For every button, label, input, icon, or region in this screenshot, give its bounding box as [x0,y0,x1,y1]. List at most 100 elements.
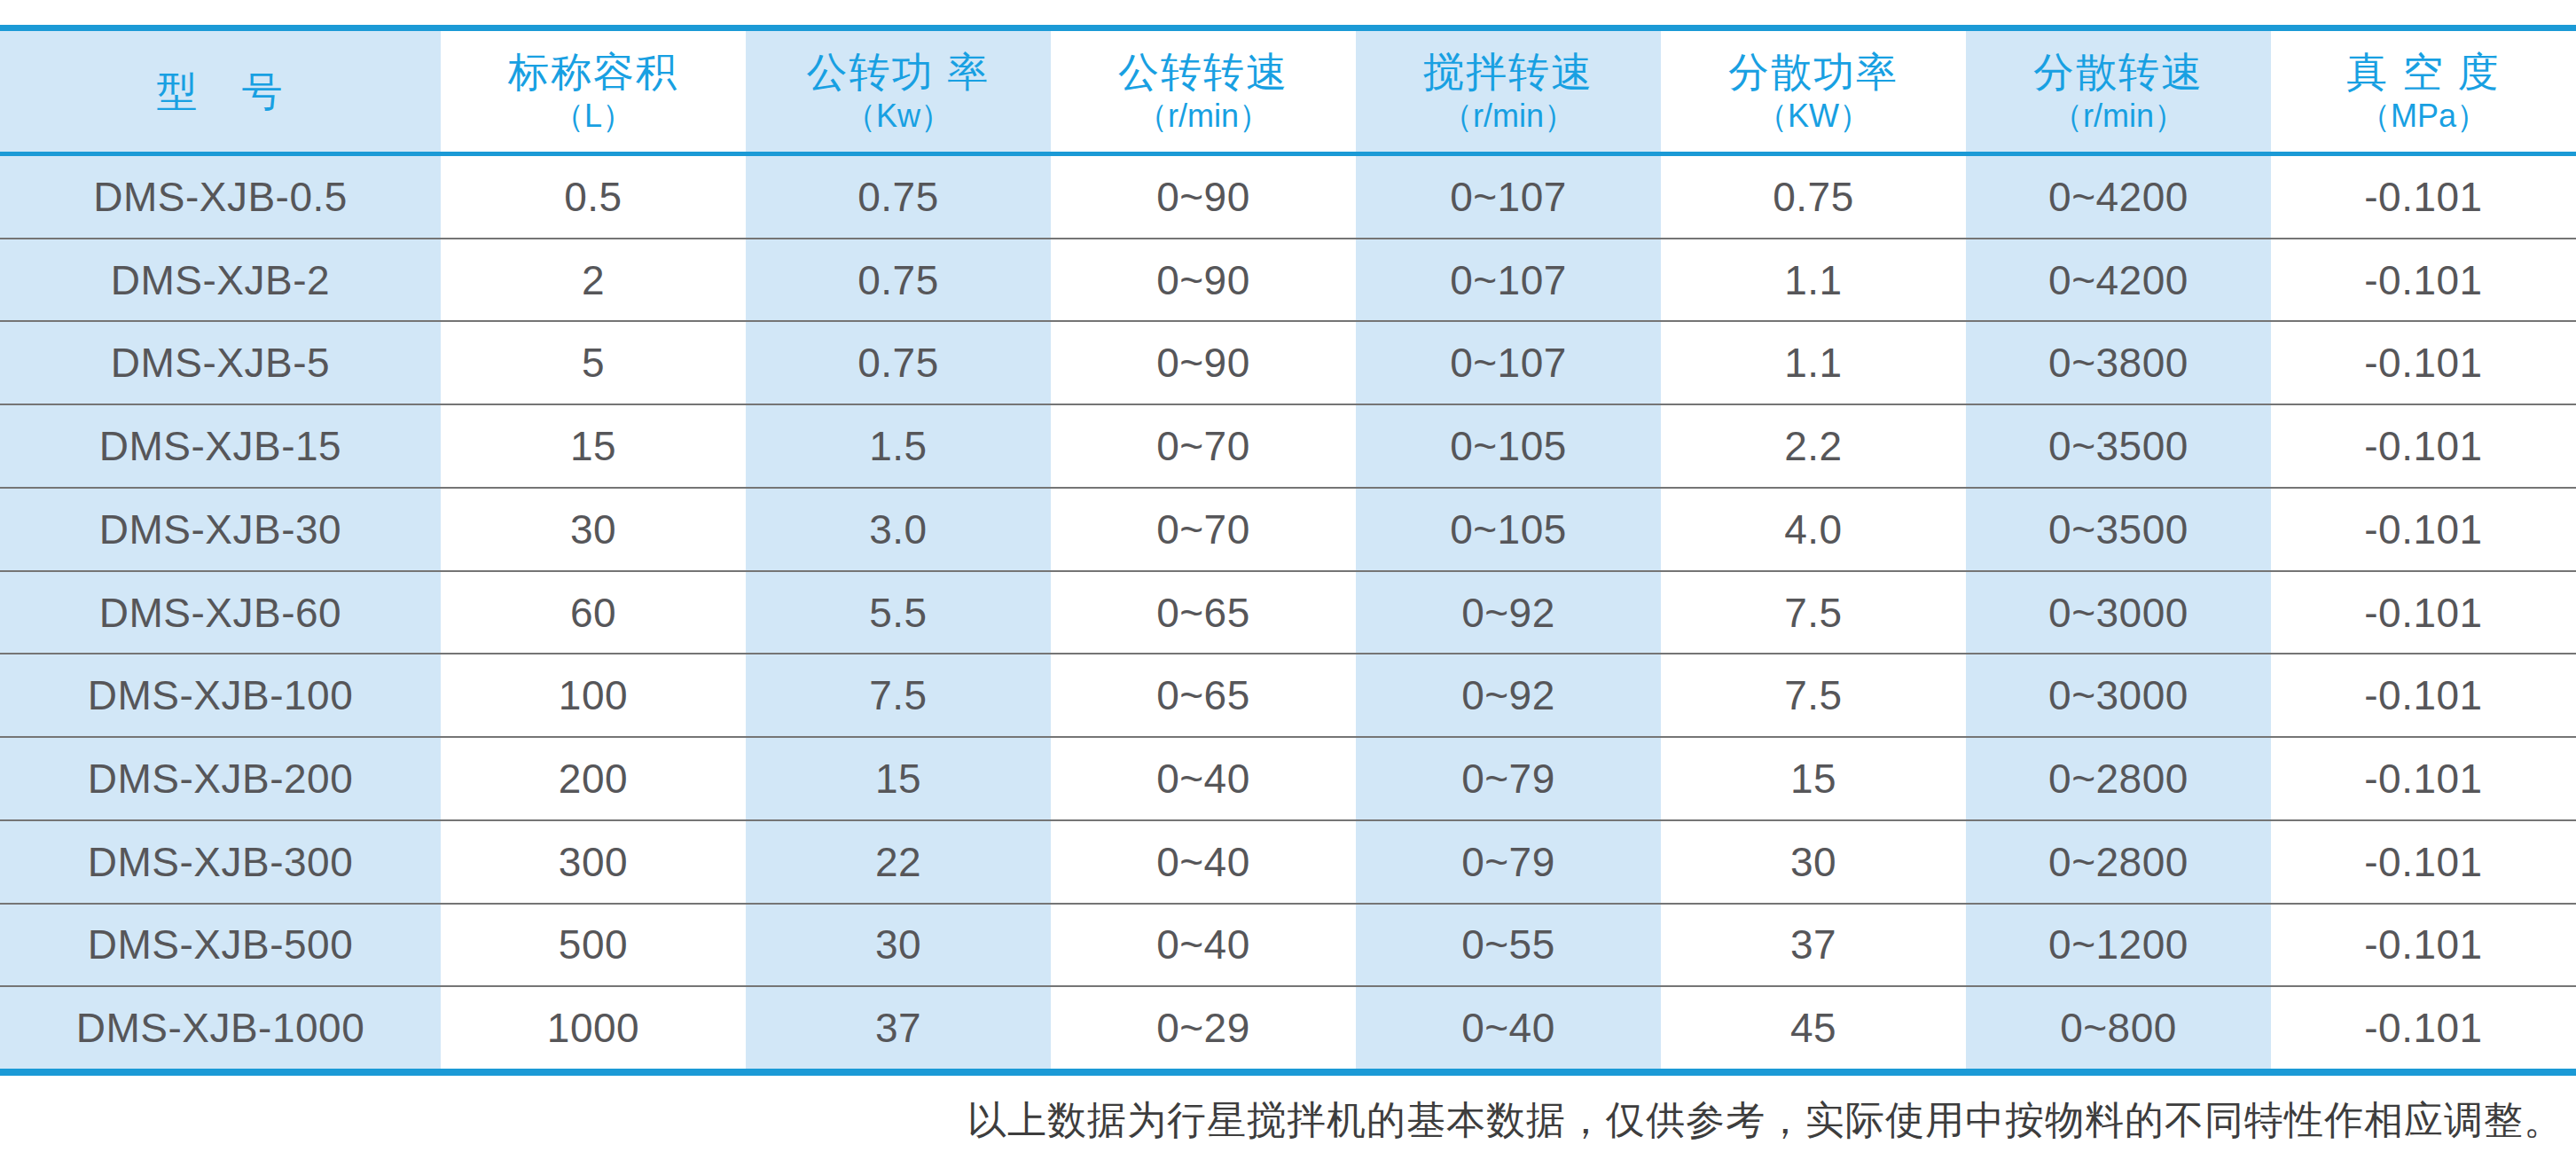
value-cell-dispersal-power: 7.5 [1661,654,1966,736]
header-sub-label: （KW） [1756,100,1871,132]
value-cell-dispersal-power: 2.2 [1661,405,1966,487]
table-row: DMS-XJB-500500300~400~55370~1200-0.101 [0,903,2576,986]
value-cell-rev-power: 30 [746,905,1051,986]
value-cell-dispersal-speed: 0~4200 [1966,239,2271,321]
value-cell-vacuum: -0.101 [2271,322,2576,404]
value-cell-stir-speed: 0~92 [1356,572,1661,654]
value-cell-stir-speed: 0~40 [1356,987,1661,1069]
value-cell-rev-power: 7.5 [746,654,1051,736]
value-cell-rev-power: 37 [746,987,1051,1069]
value-cell-dispersal-power: 37 [1661,905,1966,986]
value-cell-rev-speed: 0~90 [1051,156,1356,238]
table-row: DMS-XJB-220.750~900~1071.10~4200-0.101 [0,238,2576,321]
header-sub-label: （r/min） [1136,100,1271,132]
value-cell-vacuum: -0.101 [2271,405,2576,487]
value-cell-capacity: 2 [441,239,746,321]
value-cell-capacity: 100 [441,654,746,736]
model-cell: DMS-XJB-5 [0,322,441,404]
table-row: DMS-XJB-300300220~400~79300~2800-0.101 [0,819,2576,903]
header-main-label: 真 空 度 [2346,51,2501,93]
value-cell-capacity: 5 [441,322,746,404]
value-cell-dispersal-speed: 0~3800 [1966,322,2271,404]
value-cell-stir-speed: 0~107 [1356,239,1661,321]
model-cell: DMS-XJB-0.5 [0,156,441,238]
value-cell-capacity: 60 [441,572,746,654]
value-cell-vacuum: -0.101 [2271,156,2576,238]
value-cell-capacity: 300 [441,821,746,903]
value-cell-rev-speed: 0~70 [1051,489,1356,570]
header-cell-stir-speed: 搅拌转速（r/min） [1356,31,1661,152]
value-cell-dispersal-power: 1.1 [1661,322,1966,404]
header-main-label: 分散转速 [2033,51,2204,93]
value-cell-stir-speed: 0~55 [1356,905,1661,986]
model-cell: DMS-XJB-15 [0,405,441,487]
value-cell-stir-speed: 0~107 [1356,322,1661,404]
table-row: DMS-XJB-30303.00~700~1054.00~3500-0.101 [0,487,2576,570]
value-cell-stir-speed: 0~79 [1356,738,1661,819]
header-sub-label: （L） [552,100,634,132]
model-cell: DMS-XJB-1000 [0,987,441,1069]
value-cell-stir-speed: 0~92 [1356,654,1661,736]
model-cell: DMS-XJB-300 [0,821,441,903]
value-cell-dispersal-power: 4.0 [1661,489,1966,570]
value-cell-capacity: 200 [441,738,746,819]
table-row: DMS-XJB-200200150~400~79150~2800-0.101 [0,736,2576,819]
value-cell-dispersal-speed: 0~3000 [1966,654,2271,736]
header-main-label: 标称容积 [508,51,678,93]
header-cell-dispersal-power: 分散功率 （KW） [1661,31,1966,152]
value-cell-vacuum: -0.101 [2271,987,2576,1069]
value-cell-capacity: 15 [441,405,746,487]
header-cell-dispersal-speed: 分散转速（r/min） [1966,31,2271,152]
value-cell-dispersal-speed: 0~3500 [1966,489,2271,570]
model-cell: DMS-XJB-30 [0,489,441,570]
value-cell-dispersal-power: 0.75 [1661,156,1966,238]
table-row: DMS-XJB-15151.50~700~1052.20~3500-0.101 [0,404,2576,487]
header-cell-model: 型 号 [0,31,441,152]
value-cell-rev-power: 22 [746,821,1051,903]
value-cell-vacuum: -0.101 [2271,239,2576,321]
value-cell-dispersal-speed: 0~2800 [1966,738,2271,819]
value-cell-rev-speed: 0~40 [1051,738,1356,819]
value-cell-dispersal-power: 7.5 [1661,572,1966,654]
value-cell-vacuum: -0.101 [2271,654,2576,736]
value-cell-capacity: 500 [441,905,746,986]
value-cell-dispersal-power: 15 [1661,738,1966,819]
value-cell-rev-power: 0.75 [746,322,1051,404]
model-cell: DMS-XJB-500 [0,905,441,986]
value-cell-vacuum: -0.101 [2271,905,2576,986]
table-row: DMS-XJB-1001007.50~650~927.50~3000-0.101 [0,653,2576,736]
value-cell-stir-speed: 0~105 [1356,489,1661,570]
model-cell: DMS-XJB-100 [0,654,441,736]
value-cell-dispersal-power: 30 [1661,821,1966,903]
header-cell-rev-speed: 公转转速（r/min） [1051,31,1356,152]
header-sub-label: （Kw） [844,100,952,132]
header-cell-capacity: 标称容积 （L） [441,31,746,152]
value-cell-dispersal-power: 1.1 [1661,239,1966,321]
table-row: DMS-XJB-550.750~900~1071.10~3800-0.101 [0,320,2576,404]
value-cell-vacuum: -0.101 [2271,738,2576,819]
value-cell-stir-speed: 0~79 [1356,821,1661,903]
table-row: DMS-XJB-60605.50~650~927.50~3000-0.101 [0,570,2576,654]
header-main-label: 型 号 [156,70,284,113]
value-cell-rev-speed: 0~40 [1051,905,1356,986]
value-cell-capacity: 1000 [441,987,746,1069]
spec-table: 型 号 标称容积 （L） 公转功 率 （Kw） 公转转速（r/min）搅拌转速（r/min… [0,25,2576,1076]
value-cell-dispersal-speed: 0~3500 [1966,405,2271,487]
value-cell-rev-power: 15 [746,738,1051,819]
header-cell-vacuum: 真 空 度（MPa） [2271,31,2576,152]
footnote: 以上数据为行星搅拌机的基本数据，仅供参考，实际使用中按物料的不同特性作相应调整。 [967,1094,2564,1147]
catalog-spec-page: 型 号 标称容积 （L） 公转功 率 （Kw） 公转转速（r/min）搅拌转速（r/min… [0,0,2576,1152]
value-cell-dispersal-speed: 0~2800 [1966,821,2271,903]
value-cell-dispersal-speed: 0~800 [1966,987,2271,1069]
value-cell-vacuum: -0.101 [2271,572,2576,654]
value-cell-capacity: 0.5 [441,156,746,238]
value-cell-stir-speed: 0~107 [1356,156,1661,238]
table-body: DMS-XJB-0.50.50.750~900~1070.750~4200-0.… [0,156,2576,1069]
model-cell: DMS-XJB-60 [0,572,441,654]
header-main-label: 公转功 率 [807,51,990,93]
model-cell: DMS-XJB-200 [0,738,441,819]
header-main-label: 分散功率 [1728,51,1899,93]
value-cell-dispersal-speed: 0~1200 [1966,905,2271,986]
value-cell-rev-power: 3.0 [746,489,1051,570]
value-cell-rev-speed: 0~29 [1051,987,1356,1069]
